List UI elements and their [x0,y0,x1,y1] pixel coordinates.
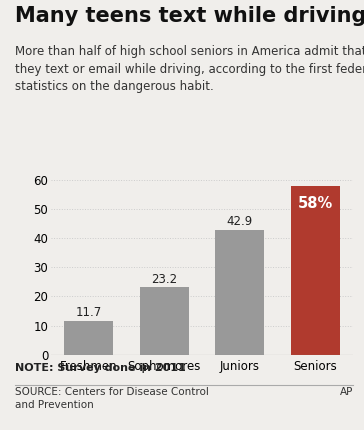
Text: NOTE: Survey done in 2011: NOTE: Survey done in 2011 [15,363,185,373]
Text: AP: AP [340,387,353,397]
Bar [291,186,340,355]
Text: 23.2: 23.2 [151,273,177,286]
Text: SOURCE: Centers for Disease Control
and Prevention: SOURCE: Centers for Disease Control and … [15,387,209,410]
Text: Many teens text while driving: Many teens text while driving [15,6,364,27]
Text: 42.9: 42.9 [227,215,253,228]
Bar [215,230,264,355]
Bar [140,287,189,355]
Bar [64,321,113,355]
Text: 58%: 58% [298,196,333,211]
Text: More than half of high school seniors in America admit that
they text or email w: More than half of high school seniors in… [15,45,364,93]
Text: 11.7: 11.7 [76,306,102,319]
